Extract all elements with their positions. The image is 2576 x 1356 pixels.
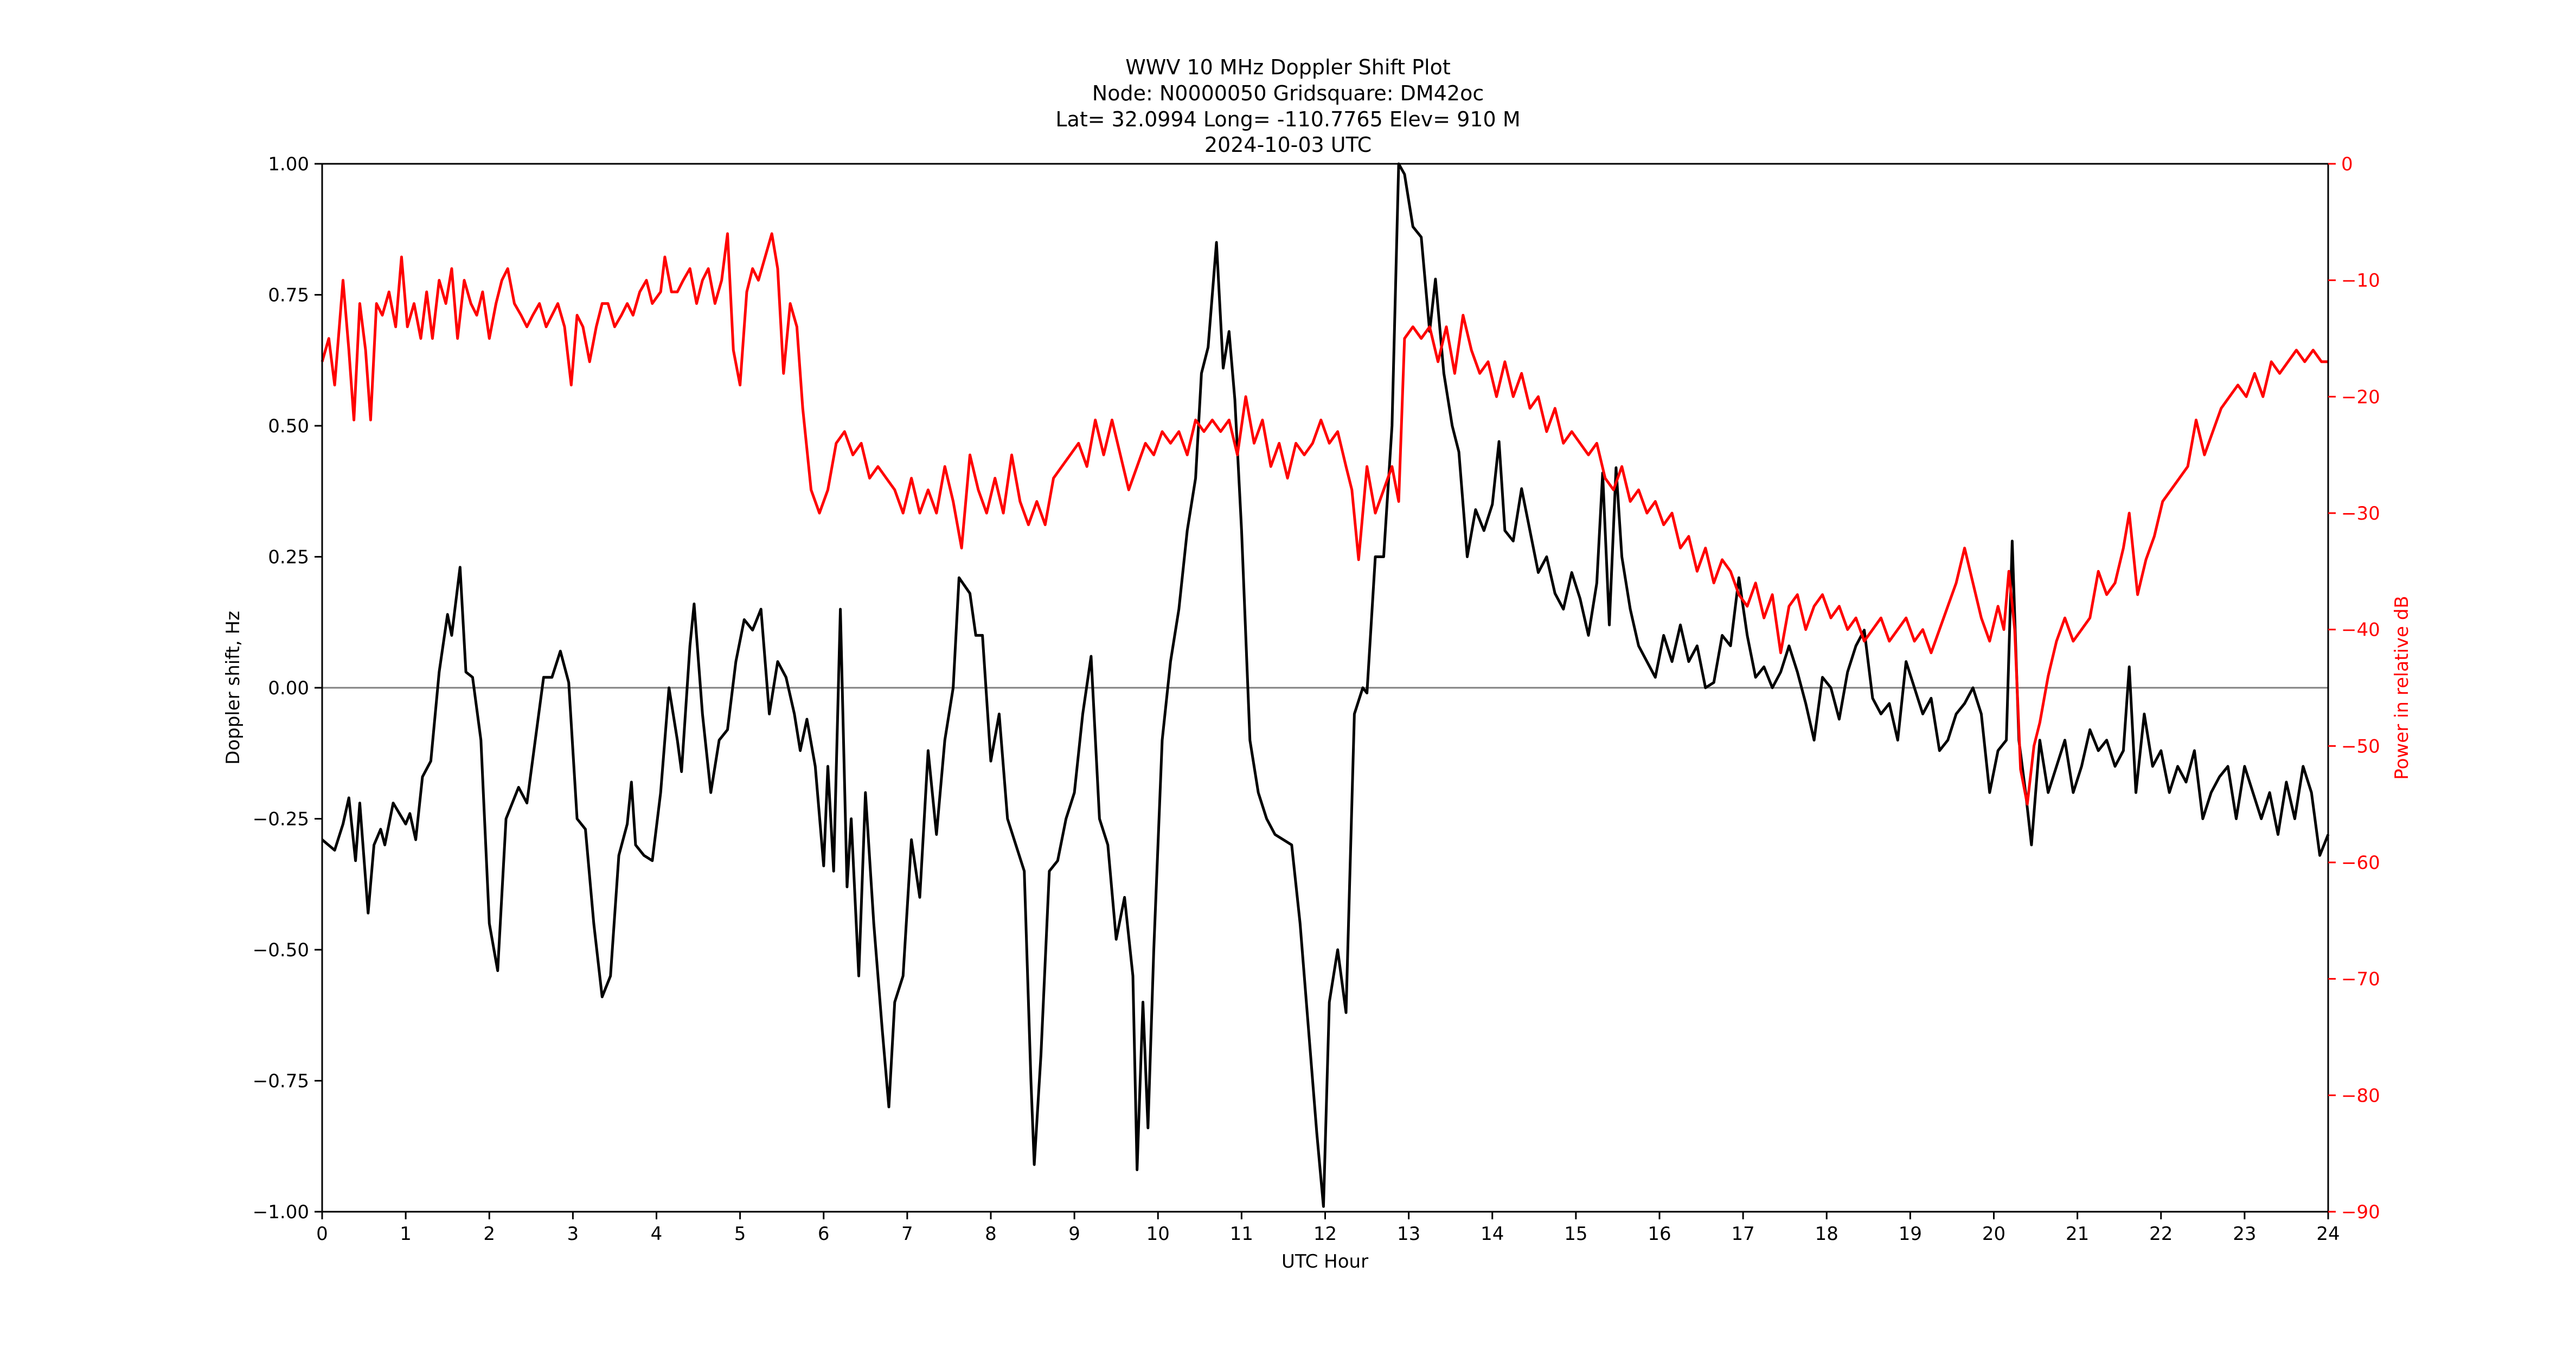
x-tick-label: 7 bbox=[901, 1223, 913, 1245]
y-tick-label: 0.50 bbox=[268, 415, 309, 437]
y2-tick-label: −30 bbox=[2341, 503, 2380, 525]
x-tick-label: 22 bbox=[2149, 1223, 2173, 1245]
doppler-series-line bbox=[321, 162, 2330, 1208]
x-tick-label: 4 bbox=[651, 1223, 663, 1245]
y2-tick-label: −50 bbox=[2341, 735, 2380, 757]
y-tick-label: −0.75 bbox=[253, 1071, 309, 1092]
x-tick-label: 2 bbox=[483, 1223, 495, 1245]
x-tick-label: 12 bbox=[1313, 1223, 1337, 1245]
x-tick-label: 0 bbox=[316, 1223, 328, 1245]
y-tick-label: 0.25 bbox=[268, 547, 309, 568]
x-tick-label: 21 bbox=[2066, 1223, 2089, 1245]
x-tick-label: 15 bbox=[1564, 1223, 1587, 1245]
y2-tick-label: −60 bbox=[2341, 852, 2380, 874]
x-tick-label: 19 bbox=[1899, 1223, 1922, 1245]
y2-tick-label: −80 bbox=[2341, 1085, 2380, 1106]
y-tick-label: 0.75 bbox=[268, 285, 309, 306]
chart-title-line-1: WWV 10 MHz Doppler Shift Plot bbox=[1125, 55, 1451, 79]
x-tick-label: 10 bbox=[1146, 1223, 1170, 1245]
chart-title-line-4: 2024-10-03 UTC bbox=[1204, 133, 1372, 157]
y2-axis-label: Power in relative dB bbox=[2391, 596, 2413, 779]
x-tick-label: 1 bbox=[400, 1223, 412, 1245]
x-tick-label: 11 bbox=[1230, 1223, 1253, 1245]
x-tick-label: 23 bbox=[2233, 1223, 2256, 1245]
x-tick-label: 17 bbox=[1731, 1223, 1754, 1245]
y-axis-label: Doppler shift, Hz bbox=[222, 611, 244, 765]
chart-title-line-2: Node: N0000050 Gridsquare: DM42oc bbox=[1092, 81, 1484, 105]
x-tick-label: 8 bbox=[985, 1223, 997, 1245]
y-tick-label: 1.00 bbox=[268, 153, 309, 175]
y-tick-label: 0.00 bbox=[268, 677, 309, 699]
y2-tick-label: −70 bbox=[2341, 969, 2380, 990]
x-tick-label: 5 bbox=[734, 1223, 746, 1245]
x-axis-label: UTC Hour bbox=[1281, 1251, 1368, 1272]
x-tick-label: 14 bbox=[1481, 1223, 1504, 1245]
y-tick-label: −0.50 bbox=[253, 939, 309, 961]
y2-tick-label: −20 bbox=[2341, 386, 2380, 408]
y2-tick-label: −10 bbox=[2341, 270, 2380, 292]
chart-title-line-3: Lat= 32.0994 Long= -110.7765 Elev= 910 M bbox=[1055, 107, 1521, 131]
x-tick-label: 16 bbox=[1648, 1223, 1671, 1245]
y2-tick-label: −40 bbox=[2341, 619, 2380, 641]
y-tick-label: −1.00 bbox=[253, 1201, 309, 1223]
series-layer bbox=[321, 162, 2330, 1208]
x-tick-label: 13 bbox=[1397, 1223, 1420, 1245]
x-tick-label: 24 bbox=[2316, 1223, 2340, 1245]
y2-tick-label: 0 bbox=[2341, 153, 2353, 175]
x-tick-label: 9 bbox=[1068, 1223, 1080, 1245]
x-tick-label: 6 bbox=[818, 1223, 830, 1245]
power-series-line bbox=[321, 232, 2328, 806]
x-tick-label: 18 bbox=[1815, 1223, 1838, 1245]
y-tick-label: −0.25 bbox=[253, 809, 309, 830]
x-tick-label: 20 bbox=[1982, 1223, 2005, 1245]
x-tick-label: 3 bbox=[567, 1223, 579, 1245]
y2-tick-label: −90 bbox=[2341, 1201, 2380, 1223]
axes-layer: 0 1 2 3 4 5 6 7 8 9 10 11 12 13 14 15 16 17 18 19 20 21 22 23 24… bbox=[253, 153, 2380, 1245]
